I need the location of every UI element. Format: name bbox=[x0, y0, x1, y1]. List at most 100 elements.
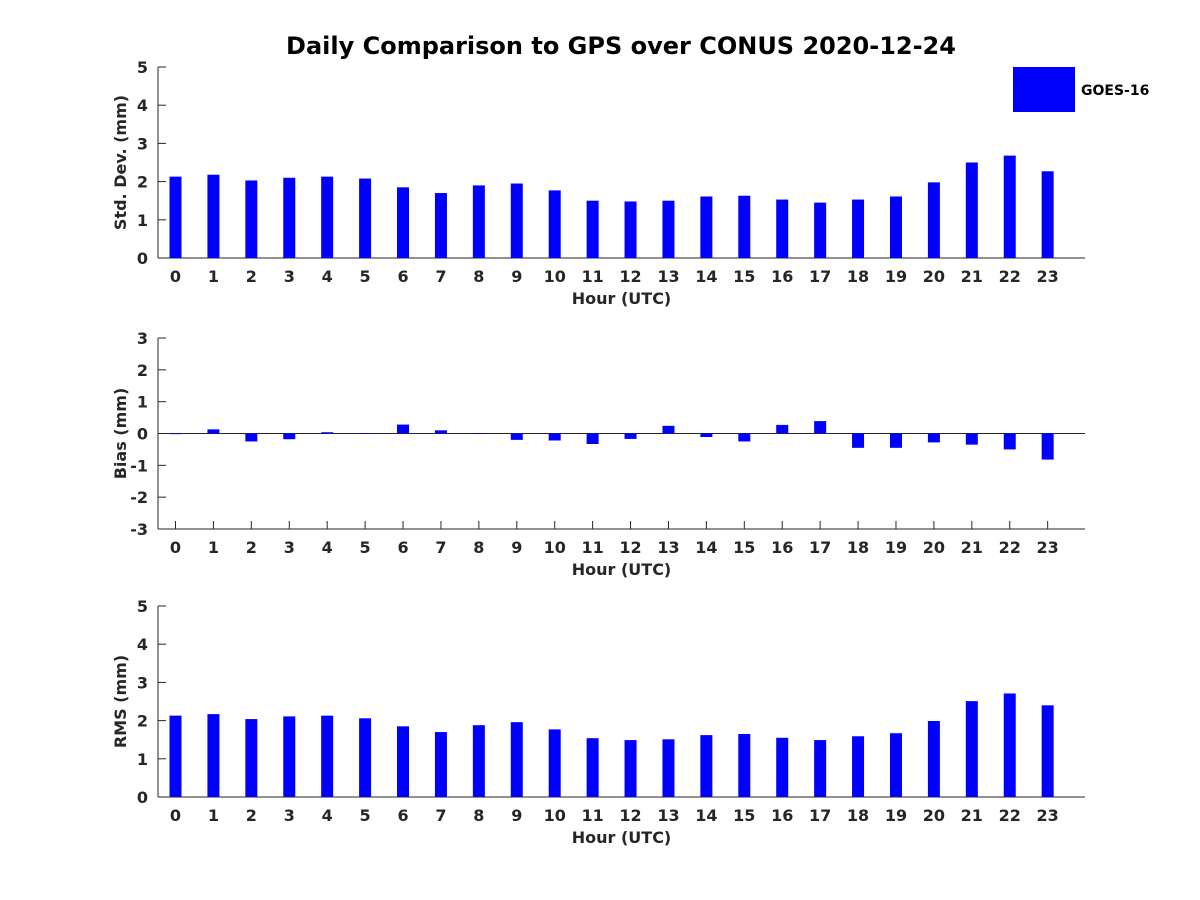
y-tick-label: 1 bbox=[137, 750, 148, 769]
x-tick-label: 1 bbox=[208, 806, 219, 825]
bar-hour-8 bbox=[472, 725, 485, 797]
bar-hour-5 bbox=[359, 433, 372, 434]
bar-hour-2 bbox=[245, 180, 258, 258]
bar-hour-1 bbox=[207, 174, 220, 258]
bar-hour-20 bbox=[927, 720, 940, 797]
bar-hour-15 bbox=[738, 733, 751, 797]
y-axis-label: Bias (mm) bbox=[111, 388, 130, 480]
x-tick-label: 1 bbox=[208, 267, 219, 286]
y-tick-label: 2 bbox=[137, 173, 148, 192]
x-tick-label: 19 bbox=[885, 806, 907, 825]
x-tick-label: 8 bbox=[473, 267, 484, 286]
x-tick-label: 2 bbox=[246, 538, 257, 557]
bar-hour-12 bbox=[624, 740, 637, 797]
bar-hour-7 bbox=[434, 430, 447, 434]
bar-hour-4 bbox=[321, 715, 334, 797]
y-axis-label: RMS (mm) bbox=[111, 655, 130, 748]
x-tick-label: 15 bbox=[733, 806, 755, 825]
bar-hour-14 bbox=[700, 433, 713, 438]
bar-hour-5 bbox=[359, 718, 372, 797]
bar-hour-14 bbox=[700, 196, 713, 258]
x-tick-label: 20 bbox=[923, 538, 945, 557]
y-tick-label: -3 bbox=[130, 520, 148, 539]
bar-hour-11 bbox=[586, 200, 599, 258]
x-tick-label: 20 bbox=[923, 267, 945, 286]
bar-hour-20 bbox=[927, 433, 940, 443]
bar-hour-9 bbox=[510, 183, 523, 258]
x-tick-label: 18 bbox=[847, 538, 869, 557]
x-tick-label: 13 bbox=[657, 538, 679, 557]
x-tick-label: 10 bbox=[544, 538, 566, 557]
bar-hour-18 bbox=[852, 736, 865, 797]
x-tick-label: 6 bbox=[397, 538, 408, 557]
x-tick-label: 3 bbox=[284, 538, 295, 557]
bar-hour-8 bbox=[472, 185, 485, 258]
x-tick-label: 12 bbox=[619, 806, 641, 825]
x-tick-label: 21 bbox=[961, 806, 983, 825]
x-tick-label: 17 bbox=[809, 267, 831, 286]
bar-hour-16 bbox=[776, 424, 789, 434]
y-tick-label: 0 bbox=[137, 425, 148, 444]
bar-hour-23 bbox=[1041, 433, 1054, 460]
x-tick-label: 16 bbox=[771, 267, 793, 286]
bar-hour-2 bbox=[245, 719, 258, 797]
x-tick-label: 8 bbox=[473, 806, 484, 825]
x-tick-label: 11 bbox=[581, 267, 603, 286]
bar-hour-4 bbox=[321, 432, 334, 434]
x-tick-label: 1 bbox=[208, 538, 219, 557]
x-tick-label: 22 bbox=[999, 267, 1021, 286]
bar-hour-3 bbox=[283, 177, 296, 258]
bar-hour-0 bbox=[169, 715, 182, 797]
legend: GOES-16 bbox=[1013, 67, 1149, 112]
x-tick-label: 16 bbox=[771, 806, 793, 825]
x-axis-label: Hour (UTC) bbox=[572, 289, 672, 308]
x-tick-label: 4 bbox=[322, 538, 333, 557]
bar-hour-6 bbox=[397, 726, 410, 797]
y-tick-label: 0 bbox=[137, 249, 148, 268]
bar-hour-17 bbox=[814, 740, 827, 797]
y-tick-label: 1 bbox=[137, 393, 148, 412]
bar-hour-11 bbox=[586, 433, 599, 445]
bar-hour-19 bbox=[889, 196, 902, 258]
y-tick-label: 2 bbox=[137, 361, 148, 380]
y-tick-label: 3 bbox=[137, 329, 148, 348]
bar-hour-16 bbox=[776, 737, 789, 797]
x-tick-label: 16 bbox=[771, 538, 793, 557]
bar-hour-13 bbox=[662, 425, 675, 434]
x-tick-label: 17 bbox=[809, 538, 831, 557]
y-tick-label: 4 bbox=[137, 96, 148, 115]
x-tick-label: 5 bbox=[360, 538, 371, 557]
x-tick-label: 14 bbox=[695, 806, 717, 825]
bar-hour-12 bbox=[624, 433, 637, 439]
x-tick-label: 4 bbox=[322, 806, 333, 825]
bar-hour-18 bbox=[852, 199, 865, 258]
x-tick-label: 19 bbox=[885, 538, 907, 557]
bar-hour-19 bbox=[889, 433, 902, 448]
bar-hour-13 bbox=[662, 200, 675, 258]
y-tick-label: -1 bbox=[130, 456, 148, 475]
bar-hour-6 bbox=[397, 187, 410, 258]
x-tick-label: 15 bbox=[733, 267, 755, 286]
bar-hour-8 bbox=[472, 433, 485, 434]
bar-hour-23 bbox=[1041, 705, 1054, 797]
bar-hour-10 bbox=[548, 190, 561, 258]
x-tick-label: 7 bbox=[435, 267, 446, 286]
bar-hour-5 bbox=[359, 178, 372, 258]
bar-hour-20 bbox=[927, 182, 940, 258]
bar-hour-21 bbox=[965, 433, 978, 445]
bar-hour-0 bbox=[169, 433, 182, 435]
x-tick-label: 19 bbox=[885, 267, 907, 286]
bar-hour-16 bbox=[776, 199, 789, 258]
bar-hour-0 bbox=[169, 176, 182, 258]
bar-hour-3 bbox=[283, 716, 296, 797]
bar-hour-17 bbox=[814, 202, 827, 258]
x-tick-label: 15 bbox=[733, 538, 755, 557]
x-tick-label: 6 bbox=[397, 267, 408, 286]
x-tick-label: 12 bbox=[619, 538, 641, 557]
bar-hour-23 bbox=[1041, 171, 1054, 258]
x-tick-label: 11 bbox=[581, 538, 603, 557]
x-tick-label: 23 bbox=[1037, 267, 1059, 286]
